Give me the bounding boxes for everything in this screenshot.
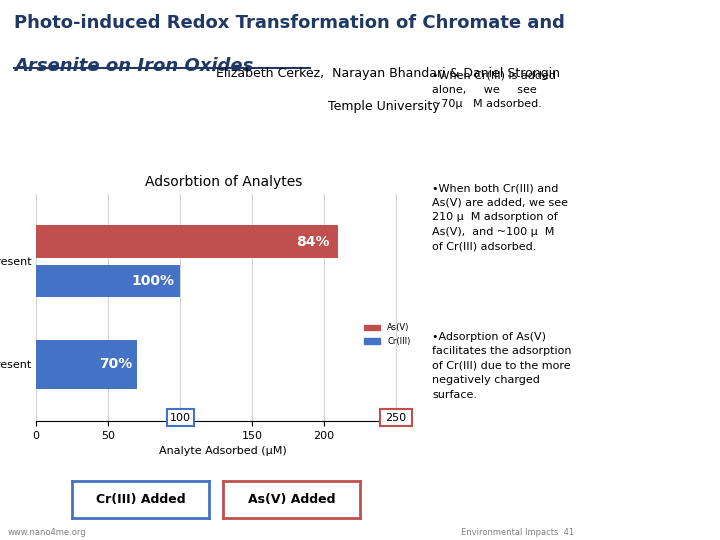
Bar	[36, 265, 180, 298]
FancyBboxPatch shape	[167, 409, 194, 427]
X-axis label: Analyte Adsorbed (μM): Analyte Adsorbed (μM)	[159, 447, 287, 456]
Text: Photo-induced Redox Transformation of Chromate and: Photo-induced Redox Transformation of Ch…	[14, 14, 565, 31]
Text: Elizabeth Cerkez,  Narayan Bhandari & Daniel Strongin: Elizabeth Cerkez, Narayan Bhandari & Dan…	[216, 68, 560, 80]
Text: 100: 100	[170, 413, 192, 423]
Text: 250: 250	[385, 413, 407, 423]
Title: Adsorbtion of Analytes: Adsorbtion of Analytes	[145, 175, 302, 189]
Text: www.nano4me.org: www.nano4me.org	[7, 528, 86, 537]
Text: Environmental Impacts  41: Environmental Impacts 41	[461, 528, 574, 537]
Text: As(V) Added: As(V) Added	[248, 493, 336, 506]
Text: •Adsorption of As(V)
facilitates the adsorption
of Cr(III) due to the more
negat: •Adsorption of As(V) facilitates the ads…	[432, 332, 572, 400]
Text: Cr(III) Added: Cr(III) Added	[96, 493, 185, 506]
Text: 70%: 70%	[99, 357, 132, 372]
Bar	[36, 340, 137, 389]
Legend: As(V), Cr(III): As(V), Cr(III)	[360, 320, 414, 349]
Text: 84%: 84%	[296, 235, 330, 249]
FancyBboxPatch shape	[380, 409, 412, 427]
Text: Temple University: Temple University	[328, 100, 439, 113]
Text: 100%: 100%	[131, 274, 174, 288]
Bar	[36, 225, 338, 258]
Text: Arsenite on Iron Oxides: Arsenite on Iron Oxides	[14, 57, 253, 75]
Text: •When Cr(III) is added
alone,     we     see
~70μ   M adsorbed.: •When Cr(III) is added alone, we see ~70…	[432, 70, 556, 109]
Text: •When both Cr(III) and
As(V) are added, we see
210 μ  M adsorption of
As(V),  an: •When both Cr(III) and As(V) are added, …	[432, 184, 568, 251]
